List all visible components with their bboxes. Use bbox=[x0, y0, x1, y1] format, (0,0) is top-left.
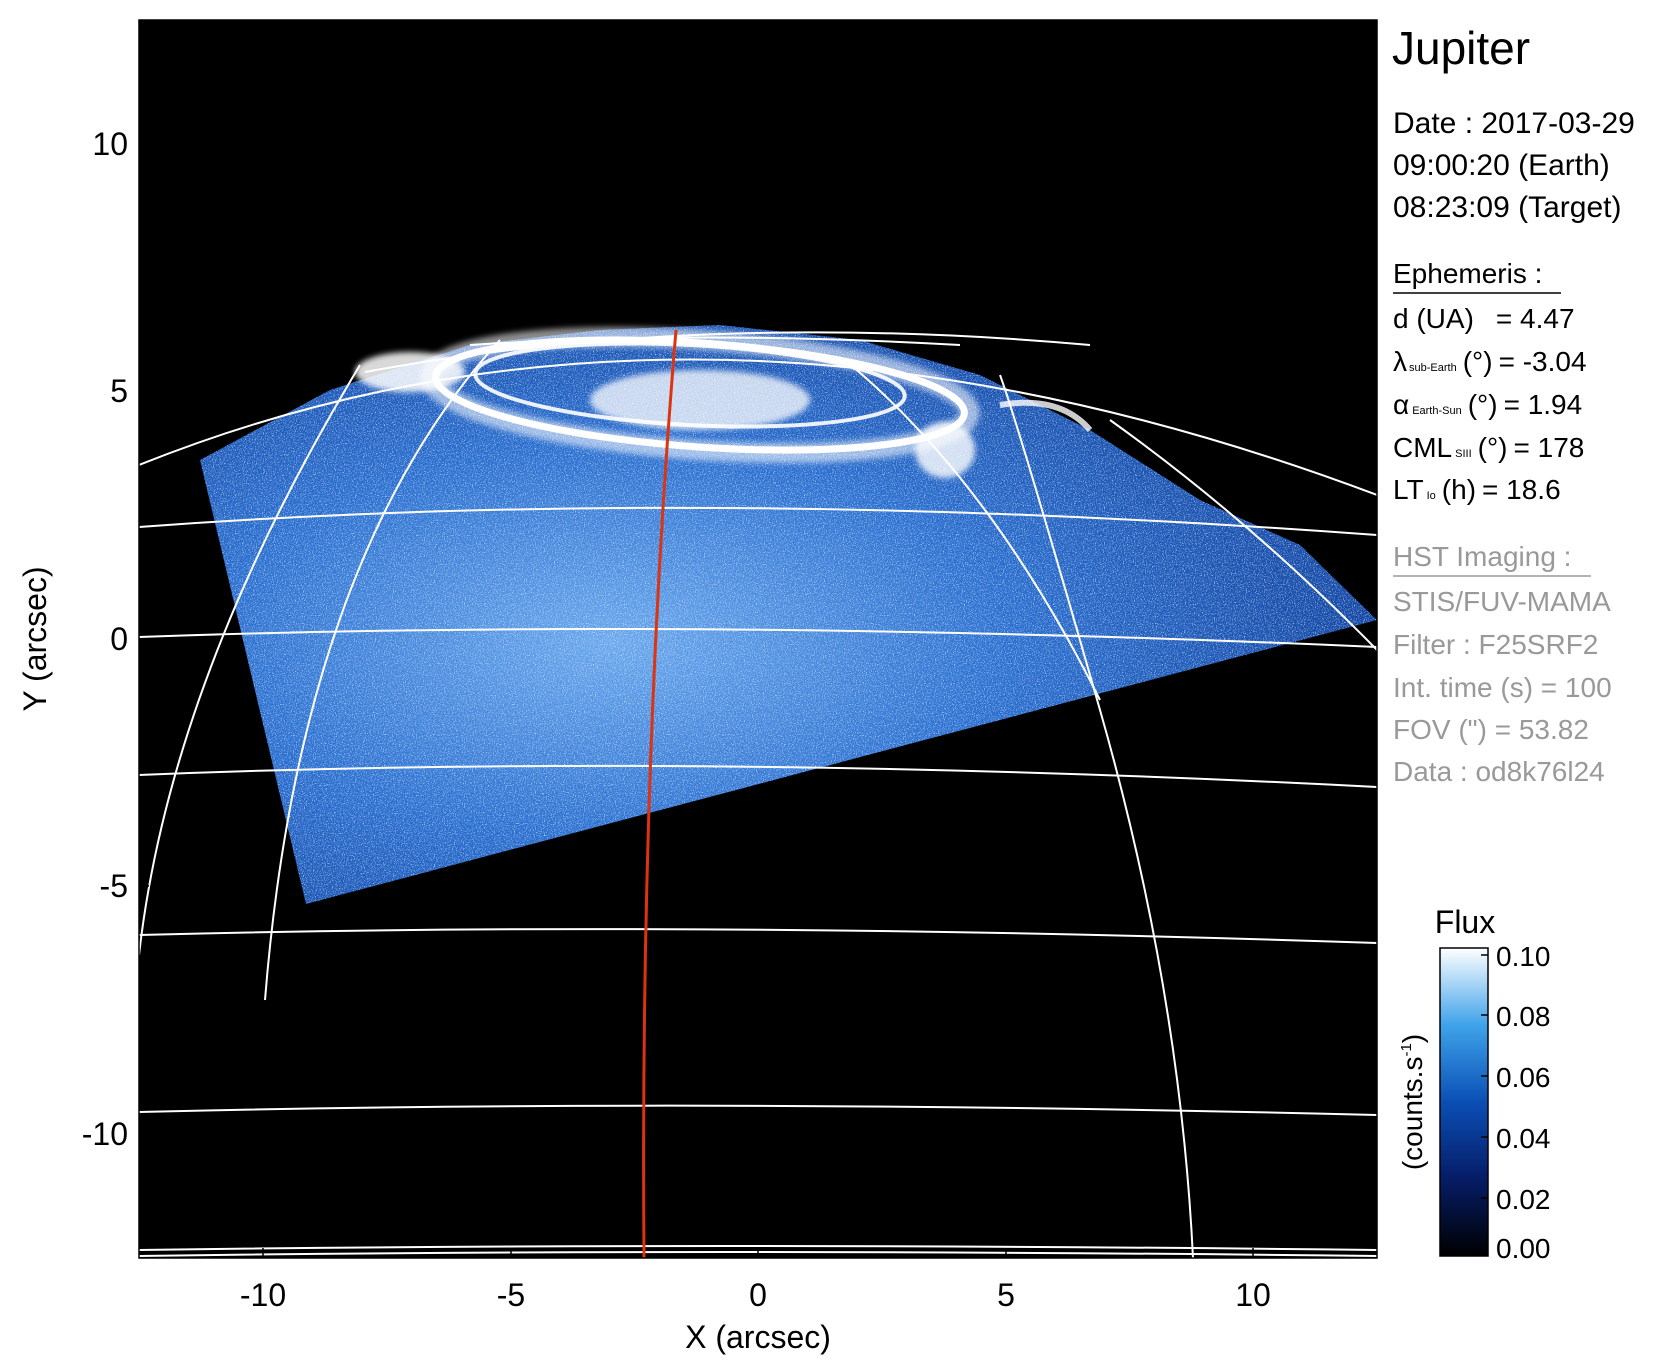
colorbar-tick-label: 0.06 bbox=[1496, 1062, 1551, 1093]
auroral-oval bbox=[355, 326, 1093, 478]
x-ticks bbox=[262, 1248, 1254, 1258]
y-ticks bbox=[139, 143, 149, 1135]
colorbar-gradient bbox=[1439, 947, 1489, 1257]
ephemeris-row-distance: d (UA) = 4.47 bbox=[1393, 303, 1575, 334]
ephemeris-row-phase-angle: α Earth-Sun (°) = 1.94 bbox=[1393, 389, 1582, 420]
colorbar-tick-label: 0.10 bbox=[1496, 941, 1551, 972]
colorbar-ticks bbox=[1481, 954, 1488, 1255]
x-tick-label: 0 bbox=[749, 1277, 767, 1313]
x-axis-label: X (arcsec) bbox=[685, 1319, 831, 1355]
longitude-grid bbox=[139, 339, 1377, 1258]
ephemeris-row-sub-earth-lat: λ sub-Earth (°) = -3.04 bbox=[1393, 346, 1587, 377]
y-tick-label: -5 bbox=[100, 868, 128, 904]
observation-time-earth: 09:00:20 (Earth) bbox=[1393, 149, 1610, 182]
colorbar-title: Flux bbox=[1435, 904, 1495, 940]
imaging-heading: HST Imaging : bbox=[1393, 541, 1571, 572]
plot-area bbox=[138, 19, 1378, 1259]
y-tick-label: -10 bbox=[82, 1116, 128, 1152]
x-axis: -10 -5 0 5 10 X (arcsec) bbox=[240, 1248, 1271, 1355]
y-tick-label: 0 bbox=[110, 621, 128, 657]
x-tick-label: -10 bbox=[240, 1277, 286, 1313]
ephemeris-heading: Ephemeris : bbox=[1393, 258, 1542, 289]
colorbar-tick-label: 0.00 bbox=[1496, 1233, 1551, 1264]
ephemeris-row-io-local-time: LT Io (h) = 18.6 bbox=[1393, 474, 1561, 505]
y-tick-label: 10 bbox=[92, 126, 128, 162]
info-panel: Jupiter Date : 2017-03-29 09:00:20 (Eart… bbox=[1392, 22, 1635, 787]
y-tick-label: 5 bbox=[110, 373, 128, 409]
imaging-fov: FOV (") = 53.82 bbox=[1393, 714, 1589, 745]
colorbar: Flux 0.10 0.08 0.06 0.04 0.02 0.00 (coun… bbox=[1397, 904, 1551, 1264]
imaging-int-time: Int. time (s) = 100 bbox=[1393, 672, 1612, 703]
ephemeris-row-cml: CML SIII (°) = 178 bbox=[1393, 432, 1584, 463]
y-axis-label: Y (arcsec) bbox=[17, 566, 53, 711]
central-meridian-line bbox=[642, 329, 678, 1258]
y-axis: 10 5 0 -5 -10 Y (arcsec) bbox=[17, 126, 149, 1152]
imaging-block: HST Imaging : STIS/FUV-MAMA Filter : F25… bbox=[1393, 541, 1612, 787]
colorbar-tick-label: 0.08 bbox=[1496, 1001, 1551, 1032]
x-tick-label: 5 bbox=[997, 1277, 1015, 1313]
observation-time-target: 08:23:09 (Target) bbox=[1393, 191, 1621, 224]
imaging-filter: Filter : F25SRF2 bbox=[1393, 629, 1598, 660]
imaging-data-id: Data : od8k76l24 bbox=[1393, 756, 1605, 787]
colorbar-tick-label: 0.04 bbox=[1496, 1123, 1551, 1154]
planet-title: Jupiter bbox=[1392, 22, 1530, 74]
latitude-grid bbox=[139, 331, 1377, 1257]
observation-date: Date : 2017-03-29 bbox=[1393, 107, 1635, 140]
colorbar-tick-label: 0.02 bbox=[1496, 1184, 1551, 1215]
colorbar-unit-label: (counts.s-1) bbox=[1397, 1034, 1428, 1170]
imaging-instrument: STIS/FUV-MAMA bbox=[1393, 586, 1611, 617]
disk-speckle-noise bbox=[200, 325, 1377, 904]
x-tick-label: 10 bbox=[1235, 1277, 1271, 1313]
x-tick-label: -5 bbox=[497, 1277, 525, 1313]
